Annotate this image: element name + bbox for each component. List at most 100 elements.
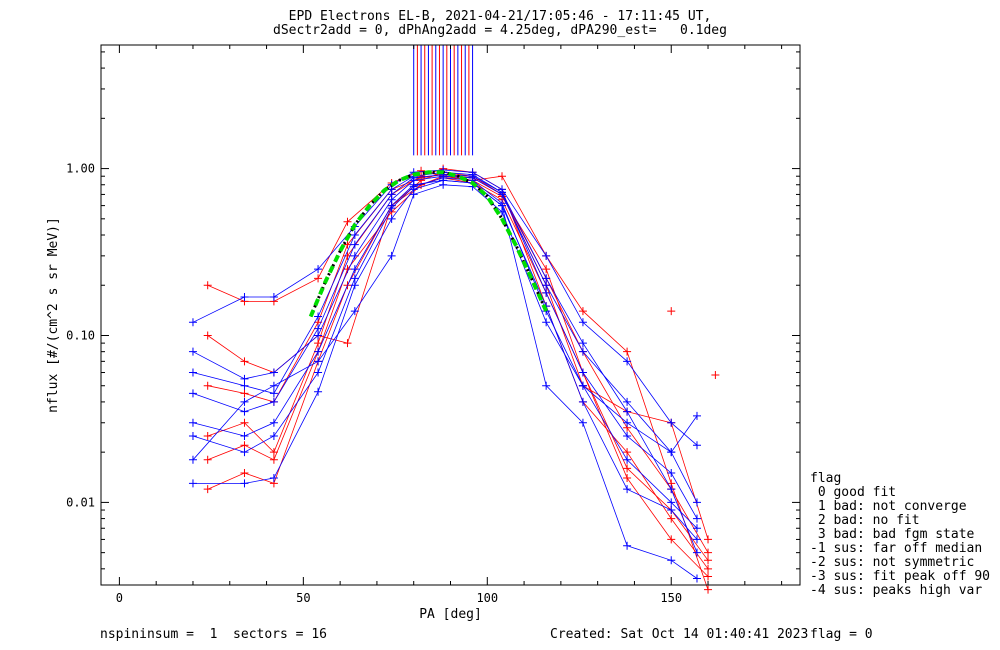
x-tick-label: 50 bbox=[296, 591, 310, 605]
data-point bbox=[692, 498, 701, 507]
data-point bbox=[623, 407, 632, 416]
data-point bbox=[623, 455, 632, 464]
data-point bbox=[623, 357, 632, 366]
data-point bbox=[240, 293, 249, 302]
data-point bbox=[578, 368, 587, 377]
x-tick-label: 150 bbox=[660, 591, 682, 605]
data-point bbox=[439, 173, 448, 182]
data-point bbox=[269, 474, 278, 483]
data-point bbox=[542, 265, 551, 274]
data-point bbox=[269, 381, 278, 390]
data-point bbox=[704, 535, 713, 544]
chart-title-line1: EPD Electrons EL-B, 2021-04-21/17:05:46 … bbox=[288, 9, 712, 24]
data-point bbox=[667, 307, 676, 316]
data-point bbox=[240, 479, 249, 488]
data-point bbox=[409, 182, 418, 191]
data-point bbox=[704, 556, 713, 565]
legend-item-not-symmetric: -2 sus: not symmetric bbox=[810, 555, 975, 570]
data-point bbox=[350, 251, 359, 260]
data-point bbox=[667, 506, 676, 515]
data-point bbox=[269, 293, 278, 302]
data-point bbox=[409, 190, 418, 199]
data-point bbox=[188, 318, 197, 327]
data-point bbox=[667, 448, 676, 457]
data-point bbox=[498, 188, 507, 197]
data-point bbox=[704, 572, 713, 581]
series-line bbox=[192, 179, 698, 540]
data-point bbox=[578, 418, 587, 427]
data-point bbox=[623, 474, 632, 483]
data-point bbox=[203, 455, 212, 464]
data-point bbox=[188, 368, 197, 377]
data-point bbox=[188, 431, 197, 440]
x-tick-label: 100 bbox=[476, 591, 498, 605]
data-point bbox=[623, 464, 632, 473]
data-point bbox=[667, 514, 676, 523]
data-point bbox=[269, 431, 278, 440]
data-point bbox=[343, 217, 352, 226]
data-point bbox=[314, 331, 323, 340]
data-point bbox=[350, 230, 359, 239]
data-point bbox=[439, 180, 448, 189]
data-point bbox=[498, 172, 507, 181]
data-point bbox=[350, 274, 359, 283]
data-point bbox=[240, 407, 249, 416]
data-point bbox=[578, 397, 587, 406]
legend-item-far-off-median: -1 sus: far off median bbox=[810, 541, 983, 556]
data-point bbox=[314, 324, 323, 333]
data-point bbox=[188, 479, 197, 488]
data-point bbox=[203, 281, 212, 290]
data-point bbox=[578, 339, 587, 348]
data-point bbox=[623, 347, 632, 356]
legend-item-no-fit: 2 bad: no fit bbox=[810, 513, 920, 528]
data-point bbox=[240, 431, 249, 440]
series-line bbox=[207, 170, 709, 590]
data-point bbox=[314, 368, 323, 377]
data-point bbox=[350, 265, 359, 274]
data-point bbox=[623, 431, 632, 440]
legend-title: flag bbox=[810, 471, 842, 486]
data-point bbox=[314, 274, 323, 283]
series-line bbox=[192, 177, 698, 529]
data-point bbox=[711, 370, 720, 379]
data-point bbox=[578, 381, 587, 390]
data-point bbox=[188, 347, 197, 356]
data-point bbox=[240, 389, 249, 398]
data-point bbox=[542, 274, 551, 283]
data-point bbox=[692, 441, 701, 450]
data-point bbox=[704, 585, 713, 594]
data-point bbox=[387, 204, 396, 213]
series-line bbox=[207, 171, 709, 540]
data-point bbox=[314, 265, 323, 274]
data-point bbox=[387, 214, 396, 223]
data-point bbox=[188, 455, 197, 464]
footer-spin-info: nspininsum = 1 sectors = 16 bbox=[100, 627, 327, 642]
data-point bbox=[240, 469, 249, 478]
footer-flag: flag = 0 bbox=[810, 627, 873, 642]
data-point bbox=[578, 307, 587, 316]
data-point bbox=[350, 240, 359, 249]
data-point bbox=[542, 288, 551, 297]
data-point bbox=[623, 418, 632, 427]
legend-item-peak-off-90: -3 sus: fit peak off 90 bbox=[810, 569, 991, 584]
y-axis-label: nflux [#/(cm^2 s sr MeV)] bbox=[46, 217, 61, 413]
data-point bbox=[269, 448, 278, 457]
data-point bbox=[704, 564, 713, 573]
data-point bbox=[240, 357, 249, 366]
series-line bbox=[192, 171, 698, 553]
data-point bbox=[203, 431, 212, 440]
data-point bbox=[240, 381, 249, 390]
series-line bbox=[193, 179, 698, 579]
data-point bbox=[667, 498, 676, 507]
legend-item-good-fit: 0 good fit bbox=[810, 485, 897, 500]
legend-item-peaks-high-var: -4 sus: peaks high var bbox=[810, 583, 983, 598]
data-point bbox=[692, 535, 701, 544]
data-point bbox=[240, 448, 249, 457]
data-point bbox=[542, 251, 551, 260]
data-point bbox=[240, 374, 249, 383]
data-point bbox=[623, 448, 632, 457]
data-point bbox=[269, 389, 278, 398]
data-point bbox=[542, 381, 551, 390]
chart-title-line2: dSectr2add = 0, dPhAng2add = 4.25deg, dP… bbox=[273, 23, 727, 38]
